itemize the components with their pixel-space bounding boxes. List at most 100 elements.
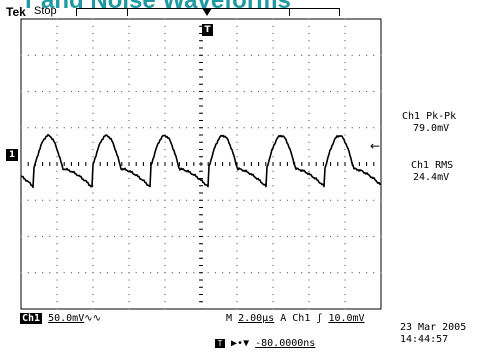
- graticule-dot: [20, 235, 22, 238]
- graticule-dot: [106, 235, 108, 238]
- graticule-dot: [380, 127, 382, 129]
- graticule-dot: [315, 127, 317, 129]
- graticule-dot: [164, 185, 166, 187]
- graticule-dot: [56, 264, 58, 267]
- graticule-dot: [106, 272, 108, 274]
- graticule-dot: [56, 54, 58, 56]
- graticule-dot: [178, 90, 180, 93]
- graticule-dot: [344, 119, 346, 122]
- graticule-dot: [236, 308, 238, 310]
- graticule-dot: [78, 235, 80, 238]
- graticule-dot: [236, 105, 238, 107]
- graticule-dot: [366, 90, 368, 93]
- graticule-dot: [258, 272, 260, 274]
- graticule-dot: [243, 54, 245, 56]
- graticule-dot: [114, 54, 116, 56]
- graticule-dot: [229, 90, 231, 93]
- graticule-dot: [236, 98, 238, 100]
- graticule-dot: [70, 235, 72, 238]
- graticule-dot: [308, 90, 310, 93]
- graticule-dot: [164, 177, 166, 180]
- graticule-dot: [286, 90, 288, 93]
- graticule-dot: [308, 250, 310, 252]
- graticule-dot: [272, 61, 274, 64]
- graticule-dot: [164, 279, 166, 281]
- graticule-dot: [164, 119, 166, 122]
- graticule-dot: [128, 47, 130, 49]
- graticule-dot: [279, 54, 281, 56]
- graticule-dot: [308, 119, 310, 122]
- graticule-dot: [265, 199, 267, 201]
- graticule-dot: [272, 228, 274, 230]
- graticule-dot: [128, 206, 130, 209]
- graticule-dot: [344, 127, 346, 129]
- graticule-dot: [42, 127, 44, 129]
- graticule-dot: [236, 156, 238, 158]
- graticule-dot: [308, 112, 310, 114]
- graticule-dot: [272, 18, 274, 20]
- graticule-dot: [222, 127, 224, 129]
- graticule-dot: [78, 272, 80, 274]
- graticule-dot: [114, 235, 116, 238]
- graticule-dot: [279, 199, 281, 201]
- graticule-dot: [114, 272, 116, 274]
- graticule-dot: [258, 235, 260, 238]
- trigger-channel: Ch1: [292, 313, 311, 324]
- graticule-dot: [186, 127, 188, 129]
- graticule-dot: [63, 272, 65, 274]
- graticule-dot: [236, 221, 238, 223]
- graticule-dot: [308, 170, 310, 172]
- graticule-dot: [214, 235, 216, 238]
- graticule-dot: [20, 272, 22, 274]
- graticule-dot: [265, 90, 267, 93]
- graticule-dot: [27, 235, 29, 238]
- graticule-dot: [142, 54, 144, 56]
- timebase-prefix: M: [226, 313, 233, 324]
- graticule-dot: [344, 199, 346, 201]
- graticule-dot: [308, 61, 310, 64]
- graticule-dot: [322, 235, 324, 238]
- graticule-dot: [114, 199, 116, 201]
- graticule-dot: [164, 32, 166, 35]
- graticule-dot: [250, 90, 252, 93]
- graticule-dot: [178, 235, 180, 238]
- graticule-dot: [85, 272, 87, 274]
- graticule-dot: [49, 90, 51, 93]
- graticule-dot: [114, 90, 116, 93]
- graticule-dot: [272, 25, 274, 27]
- graticule-dot: [272, 141, 274, 143]
- graticule-dot: [344, 301, 346, 303]
- graticule-dot: [128, 127, 130, 129]
- graticule-dot: [186, 272, 188, 274]
- graticule-dot: [128, 119, 130, 122]
- graticule-dot: [164, 243, 166, 245]
- graticule-dot: [56, 32, 58, 35]
- graticule-dot: [121, 90, 123, 93]
- graticule-dot: [78, 127, 80, 129]
- graticule-dot: [171, 127, 173, 129]
- graticule-dot: [92, 250, 94, 252]
- graticule-dot: [128, 54, 130, 56]
- graticule-dot: [164, 235, 166, 238]
- graticule-dot: [373, 90, 375, 93]
- graticule-dot: [27, 54, 29, 56]
- graticule-dot: [92, 286, 94, 288]
- graticule-dot: [164, 61, 166, 64]
- graticule-dot: [344, 32, 346, 35]
- graticule-dot: [114, 127, 116, 129]
- graticule-dot: [164, 228, 166, 230]
- channel-scale-readout: Ch1 50.0mV∿∿: [20, 313, 101, 324]
- graticule-dot: [236, 83, 238, 85]
- graticule-dot: [171, 199, 173, 201]
- graticule-dot: [229, 127, 231, 129]
- graticule-dot: [56, 156, 58, 158]
- graticule-dot: [164, 40, 166, 42]
- graticule-dot: [34, 272, 36, 274]
- graticule-dot: [236, 170, 238, 172]
- graticule-dot: [344, 47, 346, 49]
- graticule-dot: [164, 127, 166, 129]
- graticule-dot: [380, 272, 382, 274]
- graticule-dot: [236, 272, 238, 274]
- graticule-dot: [49, 127, 51, 129]
- graticule-dot: [308, 257, 310, 259]
